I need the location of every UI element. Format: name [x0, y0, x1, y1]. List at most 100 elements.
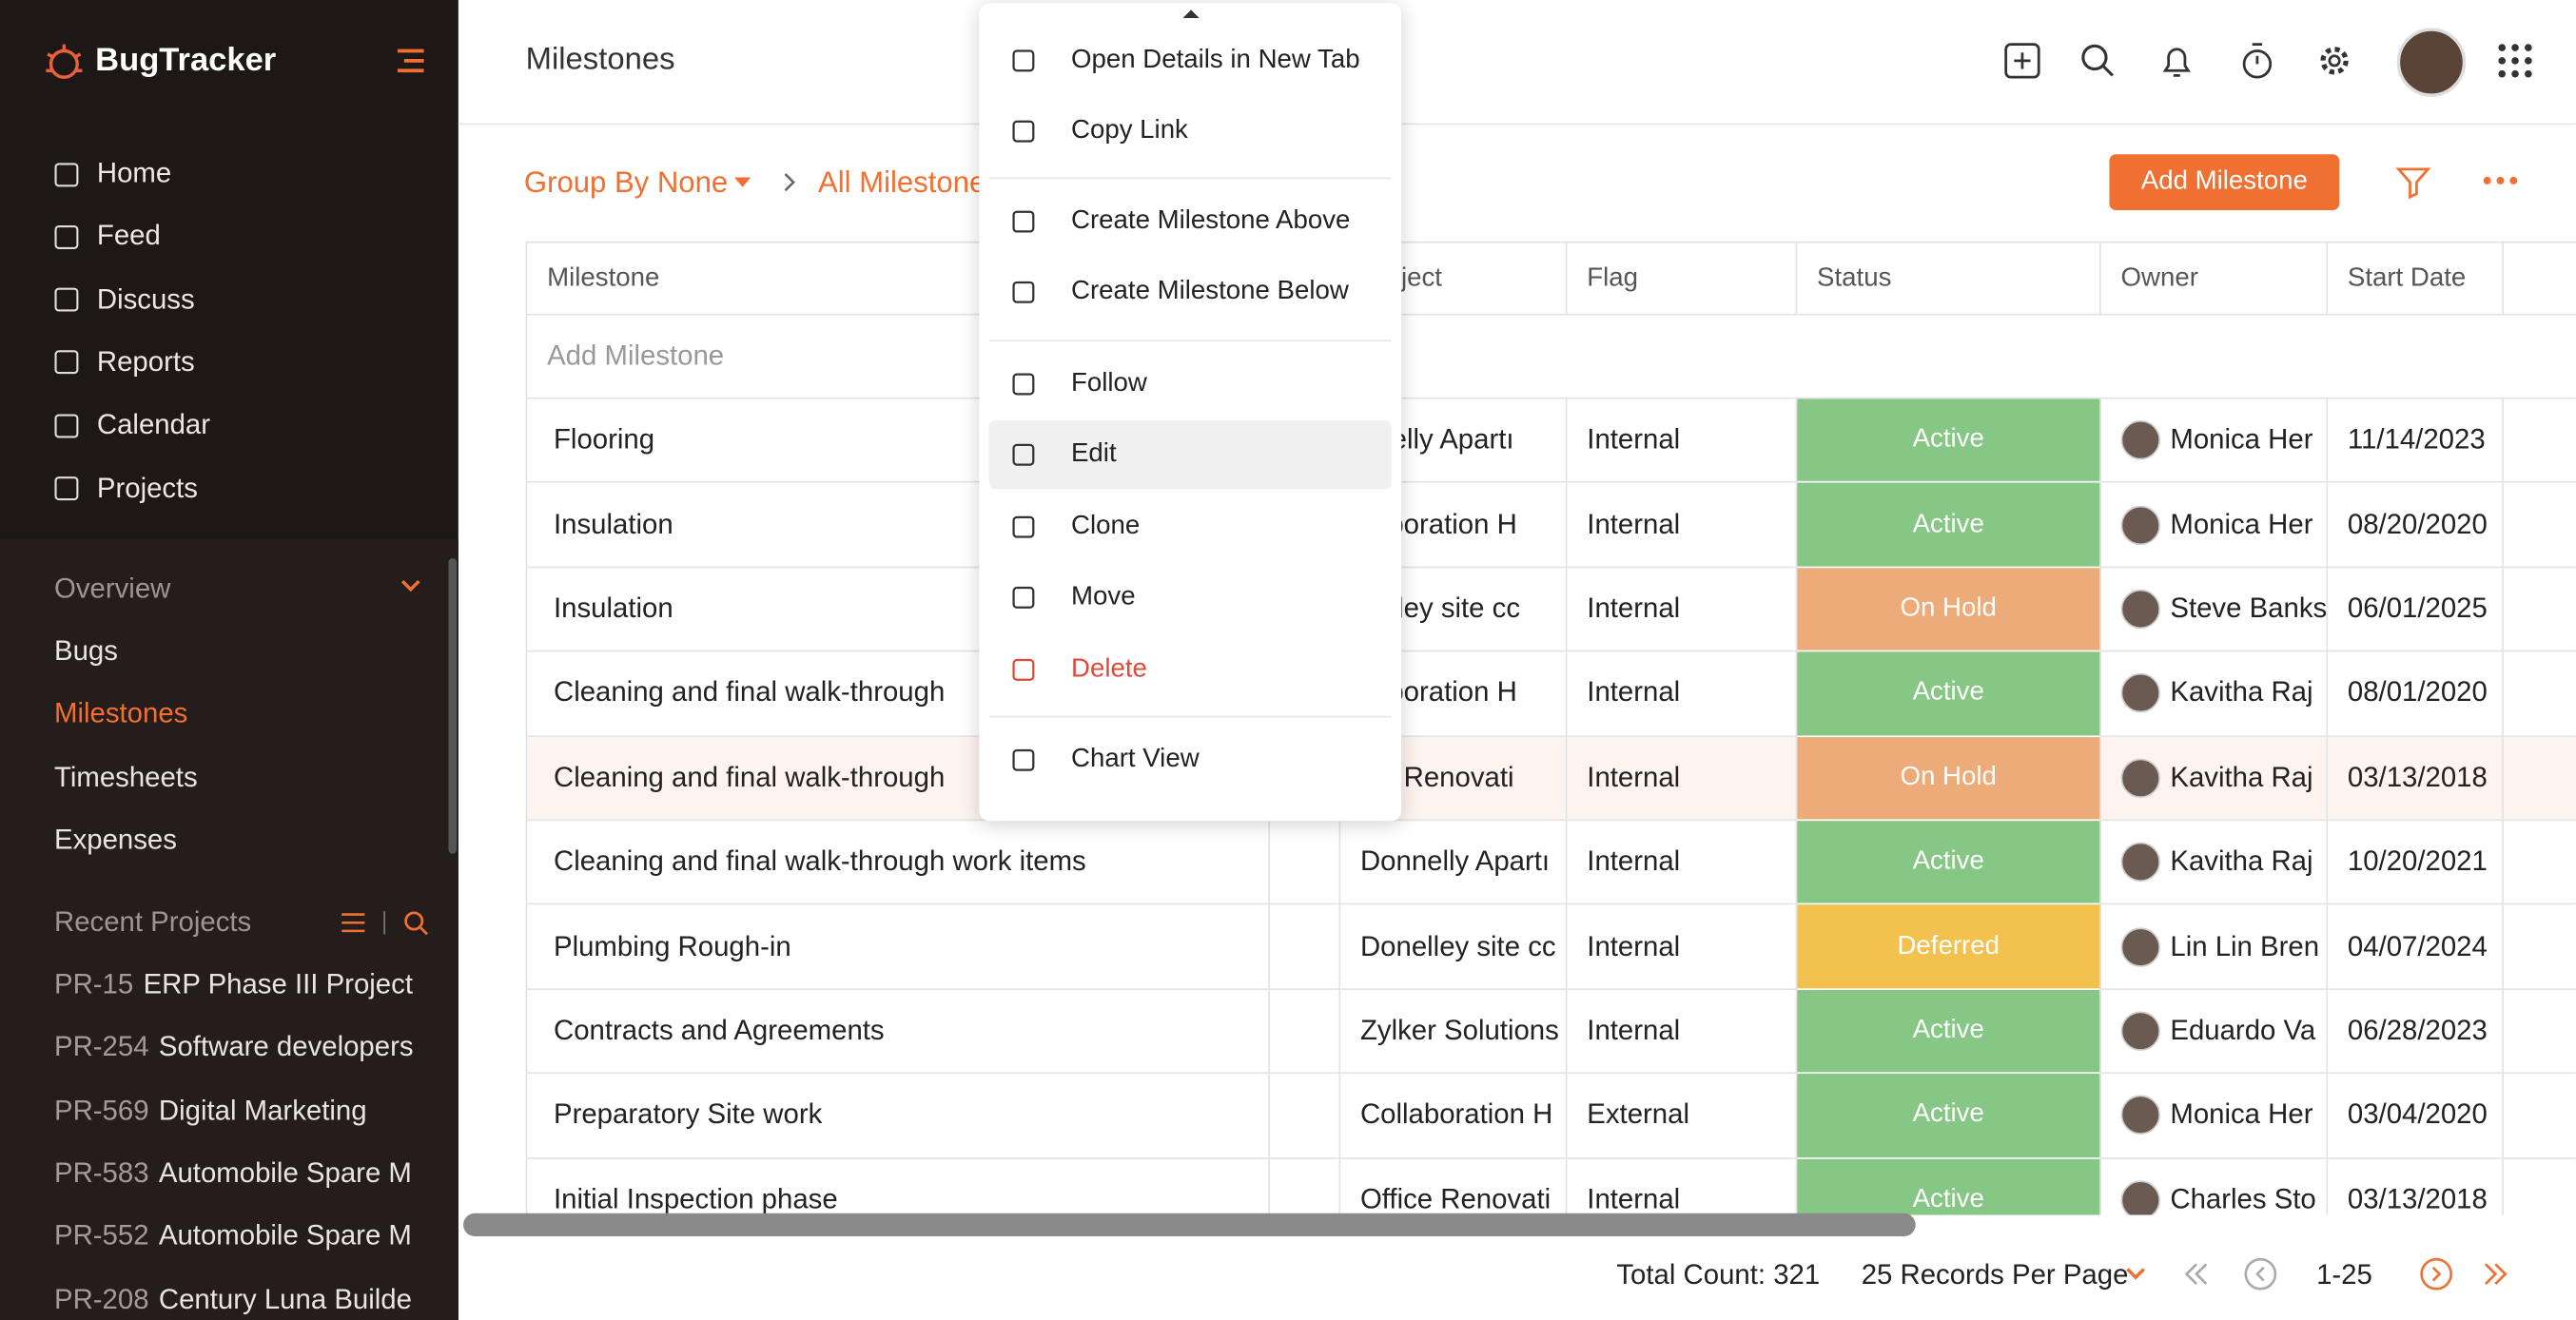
column-header[interactable]: Status [1797, 243, 2101, 316]
nav-icon [54, 287, 79, 312]
group-by[interactable]: Group By None [523, 165, 729, 199]
per-page[interactable]: 25 Records Per Page [1861, 1259, 2129, 1291]
project-name[interactable]: Digital Marketing [158, 1094, 367, 1126]
nav-item[interactable]: Home [52, 158, 171, 191]
menu-label: Copy Link [1071, 116, 1188, 145]
nav-item[interactable]: Projects [52, 472, 198, 505]
table-cell: 03/13/2018 [2328, 1158, 2504, 1215]
table-cell[interactable]: Insulation [527, 567, 1270, 652]
sidebar: BugTracker Overview Recent Projects Home… [0, 0, 459, 1320]
search-icon[interactable] [2078, 41, 2117, 80]
add-icon[interactable] [2002, 41, 2041, 80]
apps-icon[interactable] [2495, 41, 2534, 80]
section-item[interactable]: Timesheets [53, 761, 198, 793]
section-item[interactable]: Milestones [53, 698, 188, 730]
column-header[interactable]: Flag [1567, 243, 1798, 316]
table-cell[interactable]: Cleaning and final walk-through [527, 651, 1270, 737]
table-cell[interactable]: Plumbing Rough-in [527, 904, 1270, 990]
menu-item[interactable]: Open Details in New Tab [989, 27, 1392, 96]
recent-project[interactable]: PR-583 Automobile Spare M [54, 1157, 419, 1191]
status-cell[interactable]: Active [1797, 651, 2101, 737]
nav-label[interactable]: Home [96, 157, 172, 189]
project-name[interactable]: ERP Phase III Project [143, 968, 413, 1000]
project-name[interactable]: Automobile Spare M [158, 1220, 412, 1252]
settings-icon[interactable] [2314, 41, 2353, 80]
table-cell: External [1567, 1074, 1798, 1159]
section-item[interactable]: Bugs [53, 635, 118, 667]
recent-project[interactable]: PR-254 Software developers [54, 1032, 419, 1065]
recent-project[interactable]: PR-569 Digital Marketing [54, 1095, 419, 1128]
table-cell: Internal [1568, 1158, 1798, 1215]
add-row[interactable]: Add Milestone [527, 315, 2576, 399]
status-cell[interactable]: Active [1797, 398, 2101, 484]
table-cell: Zylker Solutions [1340, 989, 1568, 1075]
table-cell[interactable]: Cleaning and final walk-through work ite… [527, 821, 1270, 905]
more-icon[interactable] [2482, 174, 2518, 187]
recent-project[interactable]: PR-15 ERP Phase III Project [54, 969, 419, 1002]
menu-item[interactable]: Edit [988, 419, 1392, 490]
section-title[interactable]: Overview [53, 573, 171, 605]
nav-icon [54, 350, 79, 375]
nav-label[interactable]: Projects [96, 472, 198, 504]
menu-item[interactable]: Move [989, 563, 1392, 632]
table-cell[interactable]: Contracts and Agreements [527, 989, 1270, 1075]
nav-label[interactable]: Calendar [96, 409, 211, 440]
column-header[interactable]: Start Date [2328, 243, 2504, 316]
recent-tools[interactable] [339, 908, 434, 938]
owner-name: Kavitha Raj [2170, 761, 2313, 793]
status-cell[interactable]: Deferred [1797, 904, 2101, 990]
status-cell[interactable]: Active [1797, 1158, 2101, 1215]
status-cell[interactable]: On Hold [1797, 736, 2101, 822]
menu-item[interactable]: Chart View [989, 726, 1392, 795]
nav-label[interactable]: Reports [96, 346, 195, 378]
nav-item[interactable]: Calendar [52, 409, 210, 442]
status-cell[interactable]: On Hold [1797, 567, 2101, 652]
horizontal-scrollbar[interactable] [463, 1213, 1916, 1236]
recent-project[interactable]: PR-208 Century Luna Builde [54, 1283, 419, 1316]
bell-icon[interactable] [2157, 41, 2196, 80]
menu-item[interactable]: Copy Link [989, 97, 1392, 166]
menu-item[interactable]: Create Milestone Below [989, 258, 1392, 327]
table-cell: Monica Her [2100, 1074, 2329, 1159]
add-column[interactable] [2503, 243, 2576, 316]
add-milestone-button[interactable]: Add Milestone [2109, 154, 2340, 210]
menu-separator [988, 340, 1392, 342]
menu-item[interactable]: Follow [989, 350, 1392, 419]
menu-item[interactable]: Delete [989, 635, 1392, 705]
nav-item[interactable]: Discuss [52, 282, 195, 317]
status-cell[interactable]: Active [1797, 989, 2101, 1075]
filter-icon[interactable] [2395, 165, 2431, 201]
project-name[interactable]: Software developers [158, 1031, 414, 1063]
status-cell[interactable]: Active [1797, 483, 2101, 568]
extra-cell [2503, 821, 2576, 905]
recent-project[interactable]: PR-552 Automobile Spare M [54, 1220, 419, 1253]
nav-icon [54, 162, 79, 186]
menu-item[interactable]: Create Milestone Above [989, 187, 1392, 257]
table-cell[interactable]: Preparatory Site work [527, 1074, 1270, 1159]
view-name[interactable]: All Milestone [818, 165, 986, 199]
nav-label[interactable]: Feed [96, 220, 161, 252]
nav-item[interactable]: Feed [52, 221, 161, 254]
table-cell[interactable]: Initial Inspection phase [527, 1158, 1270, 1215]
section-item[interactable]: Expenses [53, 824, 177, 856]
chevron [400, 579, 420, 592]
pager-icons[interactable] [2170, 1254, 2515, 1293]
nav-item[interactable]: Reports [52, 346, 195, 379]
column-header[interactable]: Owner [2100, 243, 2329, 316]
avatar[interactable] [2396, 28, 2467, 97]
owner-name: Monica Her [2170, 1098, 2313, 1131]
table-cell: Lin Lin Bren [2100, 904, 2329, 990]
comment-cell [1269, 821, 1341, 905]
timer-icon[interactable] [2237, 41, 2276, 80]
owner-avatar [2120, 1096, 2161, 1136]
project-name[interactable]: Century Luna Builde [158, 1283, 412, 1314]
status-cell[interactable]: Active [1797, 821, 2101, 905]
menu-label: Chart View [1071, 745, 1200, 774]
nav-label[interactable]: Discuss [96, 282, 195, 315]
menu-icon [1012, 281, 1035, 303]
menu-item[interactable]: Clone [989, 493, 1392, 562]
menu-toggle[interactable] [394, 46, 427, 75]
status-cell[interactable]: Active [1797, 1074, 2101, 1159]
menu-icon [1012, 120, 1035, 143]
project-name[interactable]: Automobile Spare M [158, 1156, 412, 1189]
